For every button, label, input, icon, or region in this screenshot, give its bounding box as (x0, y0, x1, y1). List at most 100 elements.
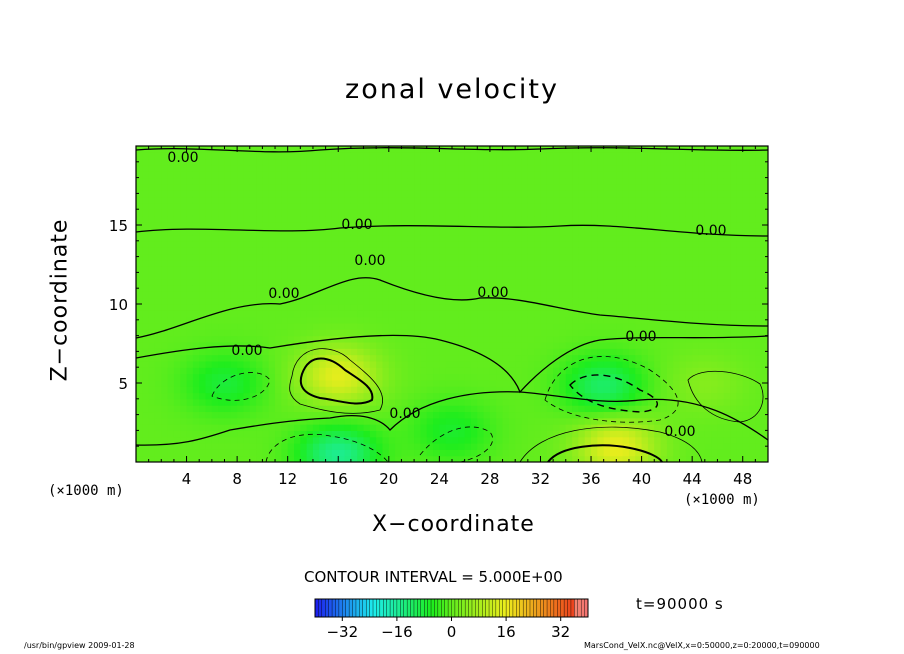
field-cell (572, 240, 579, 248)
field-cell (192, 266, 200, 273)
field-cell (420, 266, 428, 273)
field-cell (319, 171, 327, 179)
field-cell (647, 247, 655, 255)
field-cell (723, 379, 731, 387)
field-cell (414, 190, 421, 198)
field-cell (597, 398, 605, 406)
field-cell (161, 266, 169, 273)
field-cell (256, 146, 263, 153)
field-cell (515, 247, 523, 255)
field-cell (218, 247, 226, 255)
field-cell (698, 221, 706, 229)
field-cell (679, 221, 687, 229)
field-cell (717, 221, 725, 229)
field-cell (489, 386, 497, 394)
field-cell (527, 304, 535, 311)
field-cell (628, 417, 636, 425)
field-cell (470, 152, 478, 160)
field-cell (294, 386, 301, 394)
field-cell (420, 272, 428, 280)
field-cell (142, 253, 150, 261)
field-cell (218, 316, 226, 324)
field-cell (433, 310, 440, 318)
field-cell (192, 171, 200, 179)
field-cell (395, 367, 403, 375)
field-cell (635, 234, 643, 242)
field-cell (742, 177, 750, 185)
field-cell (376, 171, 384, 179)
field-cell (489, 247, 497, 255)
field-cell (256, 455, 263, 462)
field-cell (180, 310, 188, 318)
field-cell (470, 266, 478, 273)
field-cell (281, 259, 289, 267)
field-cell (572, 430, 579, 438)
field-cell (180, 329, 188, 337)
field-cell (439, 379, 447, 387)
field-cell (584, 259, 592, 267)
field-cell (350, 146, 358, 153)
field-cell (559, 228, 567, 236)
field-cell (136, 152, 143, 160)
field-cell (312, 310, 320, 318)
field-cell (723, 386, 731, 394)
field-cell (256, 335, 263, 343)
field-cell (761, 436, 768, 444)
field-cell (483, 430, 491, 438)
field-cell (180, 449, 188, 457)
field-cell (534, 424, 542, 431)
field-cell (540, 297, 548, 305)
field-cell (489, 164, 497, 172)
field-cell (382, 354, 390, 362)
field-cell (502, 183, 510, 191)
field-cell (306, 398, 314, 406)
field-cell (723, 436, 731, 444)
field-cell (249, 278, 257, 286)
field-cell (711, 190, 719, 198)
field-cell (540, 285, 548, 292)
field-cell (673, 202, 681, 210)
field-cell (660, 177, 668, 185)
field-cell (338, 253, 346, 261)
field-cell (527, 164, 535, 172)
field-cell (382, 341, 390, 349)
field-cell (294, 183, 301, 191)
field-cell (237, 221, 245, 229)
field-cell (692, 272, 700, 280)
field-cell (154, 285, 162, 292)
field-cell (521, 443, 529, 450)
field-cell (452, 158, 459, 166)
field-cell (218, 209, 226, 217)
field-cell (749, 240, 756, 248)
field-cell (685, 449, 693, 457)
field-cell (256, 310, 263, 318)
field-cell (749, 266, 756, 273)
field-cell (597, 449, 605, 457)
field-cell (534, 253, 542, 261)
field-cell (591, 266, 598, 273)
field-cell (635, 436, 643, 444)
field-cell (420, 285, 428, 292)
field-cell (698, 278, 706, 286)
field-cell (338, 297, 346, 305)
field-cell (502, 455, 510, 462)
field-cell (357, 436, 365, 444)
field-cell (338, 304, 346, 311)
field-cell (666, 360, 674, 368)
field-cell (565, 297, 573, 305)
field-cell (502, 430, 510, 438)
field-cell (192, 443, 200, 450)
field-cell (136, 322, 143, 330)
field-cell (407, 183, 415, 191)
field-cell (445, 348, 453, 356)
field-cell (458, 386, 466, 394)
field-cell (136, 392, 143, 400)
field-cell (508, 411, 516, 419)
field-cell (287, 443, 295, 450)
field-cell (426, 449, 434, 457)
field-cell (597, 196, 605, 204)
field-cell (420, 190, 428, 198)
field-cell (584, 392, 592, 400)
field-cell (502, 297, 510, 305)
field-cell (439, 316, 447, 324)
